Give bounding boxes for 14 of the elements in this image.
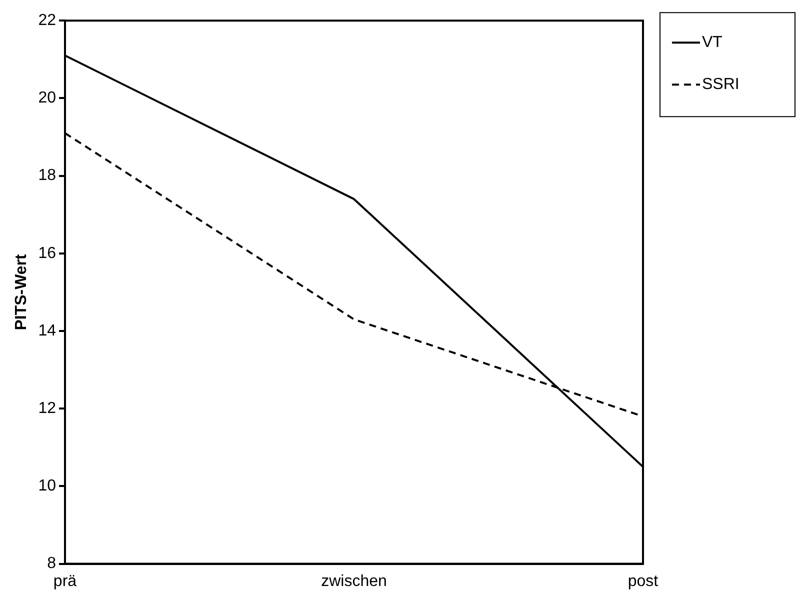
y-tick-label: 10 [38,478,56,495]
y-tick-label: 16 [38,244,56,262]
y-tick-label: 8 [47,555,56,572]
y-tick-label: 22 [38,12,56,30]
legend-label: SSRI [702,76,740,94]
x-tick-label: prä [53,572,77,590]
x-tick-label: post [628,572,659,590]
y-tick-label: 14 [38,322,56,340]
y-tick-label: 12 [38,400,56,418]
y-axis-title: PITS-Wert [13,253,30,330]
y-tick-label: 20 [38,90,56,107]
x-tick-label: zwischen [321,572,387,590]
y-tick-label: 18 [38,167,56,184]
legend-label: VT [702,34,723,52]
